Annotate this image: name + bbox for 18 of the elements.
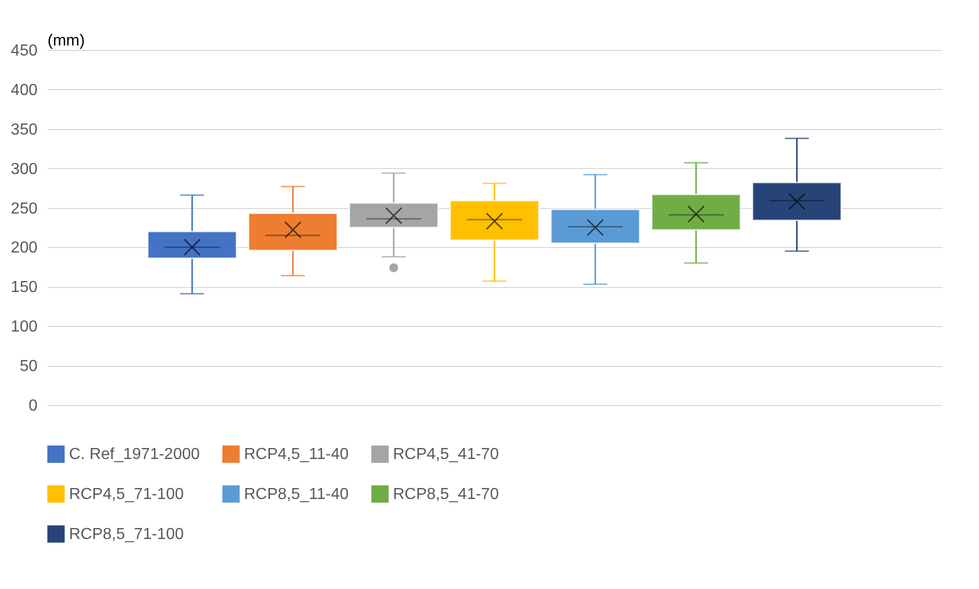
legend-label: RCP4,5_11-40 (244, 446, 349, 464)
legend-label: RCP8,5_71-100 (69, 526, 184, 543)
legend-label: C. Ref_1971-2000 (69, 446, 200, 464)
y-tick-label: 350 (10, 121, 38, 138)
y-tick-label: 400 (10, 82, 38, 99)
y-tick-label: 100 (10, 318, 38, 336)
y-tick-label: 300 (10, 160, 38, 178)
y-tick-label: 150 (10, 279, 38, 296)
y-axis-title: (mm) (48, 32, 85, 50)
y-tick-label: 50 (20, 358, 38, 376)
y-tick-label: 450 (10, 42, 38, 60)
y-tick-label: 250 (10, 200, 38, 218)
legend-label: RCP4,5_71-100 (69, 486, 184, 503)
y-tick-label: 200 (10, 240, 38, 257)
legend-label: RCP4,5_41-70 (393, 446, 499, 464)
legend-label: RCP8,5_11-40 (244, 486, 349, 503)
legend-label: RCP8,5_41-70 (393, 486, 499, 503)
y-tick-label: 0 (28, 398, 38, 414)
